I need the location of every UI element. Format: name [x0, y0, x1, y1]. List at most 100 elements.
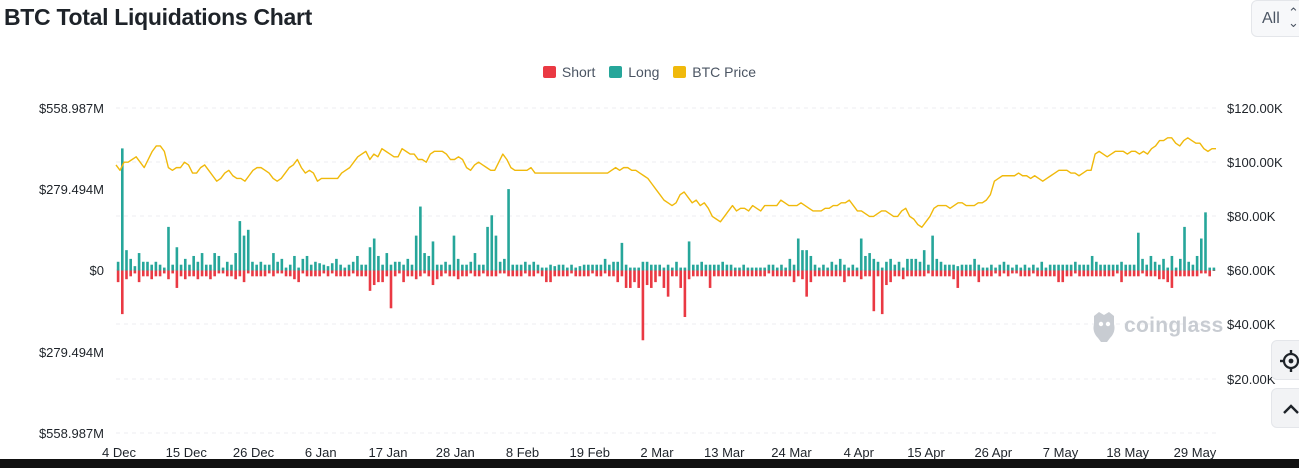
- short-bar: [1120, 270, 1123, 283]
- short-bar: [242, 270, 246, 283]
- short-bar: [557, 270, 561, 277]
- long-bar: [1200, 238, 1203, 271]
- x-tick-label: 18 May: [1106, 445, 1149, 460]
- short-bar: [985, 270, 989, 277]
- short-bar: [1183, 270, 1186, 277]
- long-bar: [1191, 264, 1195, 271]
- long-bar: [162, 267, 166, 271]
- short-bar: [1179, 270, 1182, 277]
- long-bar: [910, 258, 913, 271]
- settings-button[interactable]: [1271, 340, 1299, 380]
- short-bar: [914, 270, 918, 277]
- long-bar: [574, 267, 578, 271]
- x-tick-label: 4 Dec: [102, 445, 136, 460]
- long-bar: [868, 253, 871, 271]
- short-bar: [381, 270, 384, 283]
- long-bar: [885, 261, 888, 271]
- long-bar: [398, 261, 401, 271]
- short-bar: [683, 270, 687, 318]
- short-bar: [654, 270, 657, 283]
- long-bar: [566, 267, 569, 271]
- y-right-tick-label: $80.00K: [1227, 209, 1276, 224]
- short-bar: [1170, 270, 1174, 288]
- long-bar: [381, 264, 384, 271]
- short-bar: [368, 270, 372, 291]
- short-bar: [528, 270, 531, 277]
- long-bar: [763, 267, 766, 271]
- long-bar: [687, 241, 691, 271]
- range-select[interactable]: All ⌃ ⌄: [1251, 0, 1299, 37]
- long-bar: [1069, 264, 1073, 271]
- short-bar: [305, 270, 309, 277]
- short-bar: [427, 270, 431, 277]
- short-bar: [964, 270, 968, 277]
- long-bar: [209, 264, 212, 271]
- x-tick-label: 26 Apr: [974, 445, 1012, 460]
- short-bar: [641, 270, 645, 341]
- long-bar: [469, 261, 473, 271]
- long-bar: [179, 264, 183, 271]
- short-bar: [234, 270, 237, 280]
- long-bar: [847, 267, 850, 271]
- long-bar: [750, 267, 754, 271]
- long-bar: [444, 261, 447, 271]
- long-bar: [1124, 264, 1128, 271]
- short-bar: [960, 270, 964, 277]
- long-bar: [952, 264, 955, 271]
- short-bar: [1027, 270, 1031, 277]
- long-bar: [339, 264, 342, 271]
- short-bar: [398, 270, 401, 274]
- short-bar: [1153, 270, 1157, 277]
- long-bar: [721, 261, 724, 271]
- legend-price[interactable]: BTC Price: [673, 64, 756, 80]
- long-bar: [528, 264, 531, 271]
- legend-long[interactable]: Long: [609, 64, 659, 80]
- short-bar: [994, 270, 997, 274]
- short-bar: [129, 270, 132, 277]
- legend-short-swatch: [542, 66, 556, 78]
- long-bar: [524, 261, 527, 271]
- long-bar: [503, 258, 506, 271]
- short-bar: [360, 270, 363, 277]
- long-bar: [330, 263, 334, 271]
- long-bar: [204, 264, 208, 271]
- short-bar: [372, 270, 376, 286]
- short-bar: [671, 270, 674, 277]
- long-bar: [406, 258, 410, 271]
- long-bar: [351, 261, 355, 271]
- long-bar: [545, 267, 548, 271]
- short-bar: [746, 270, 750, 277]
- short-bar: [906, 270, 909, 277]
- long-bar: [1153, 261, 1157, 271]
- long-bar: [691, 264, 695, 271]
- long-bar: [293, 255, 296, 271]
- long-bar: [482, 264, 485, 271]
- short-bar: [423, 270, 426, 274]
- long-bar: [742, 264, 745, 271]
- long-bar: [838, 258, 842, 271]
- long-bar: [683, 267, 687, 271]
- long-bar: [1044, 267, 1048, 271]
- long-bar: [326, 266, 330, 271]
- long-bar: [314, 261, 317, 271]
- y-right-tick-label: $120.00K: [1227, 101, 1283, 116]
- short-bar: [805, 270, 808, 297]
- short-bar: [792, 270, 796, 283]
- short-bar: [1082, 270, 1086, 277]
- long-bar: [654, 264, 657, 271]
- long-bar: [473, 253, 477, 271]
- short-bar: [259, 270, 263, 277]
- long-bar: [427, 255, 431, 271]
- long-bar: [671, 267, 674, 271]
- scroll-top-button[interactable]: [1271, 388, 1299, 428]
- short-bar: [1023, 270, 1027, 277]
- long-bar: [431, 241, 435, 271]
- short-bar: [162, 270, 166, 274]
- long-bar: [700, 261, 703, 271]
- short-bar: [1015, 270, 1018, 274]
- short-bar: [687, 270, 691, 280]
- short-bar: [868, 270, 871, 277]
- short-bar: [154, 270, 158, 277]
- legend-short[interactable]: Short: [542, 64, 595, 80]
- short-bar: [943, 270, 947, 277]
